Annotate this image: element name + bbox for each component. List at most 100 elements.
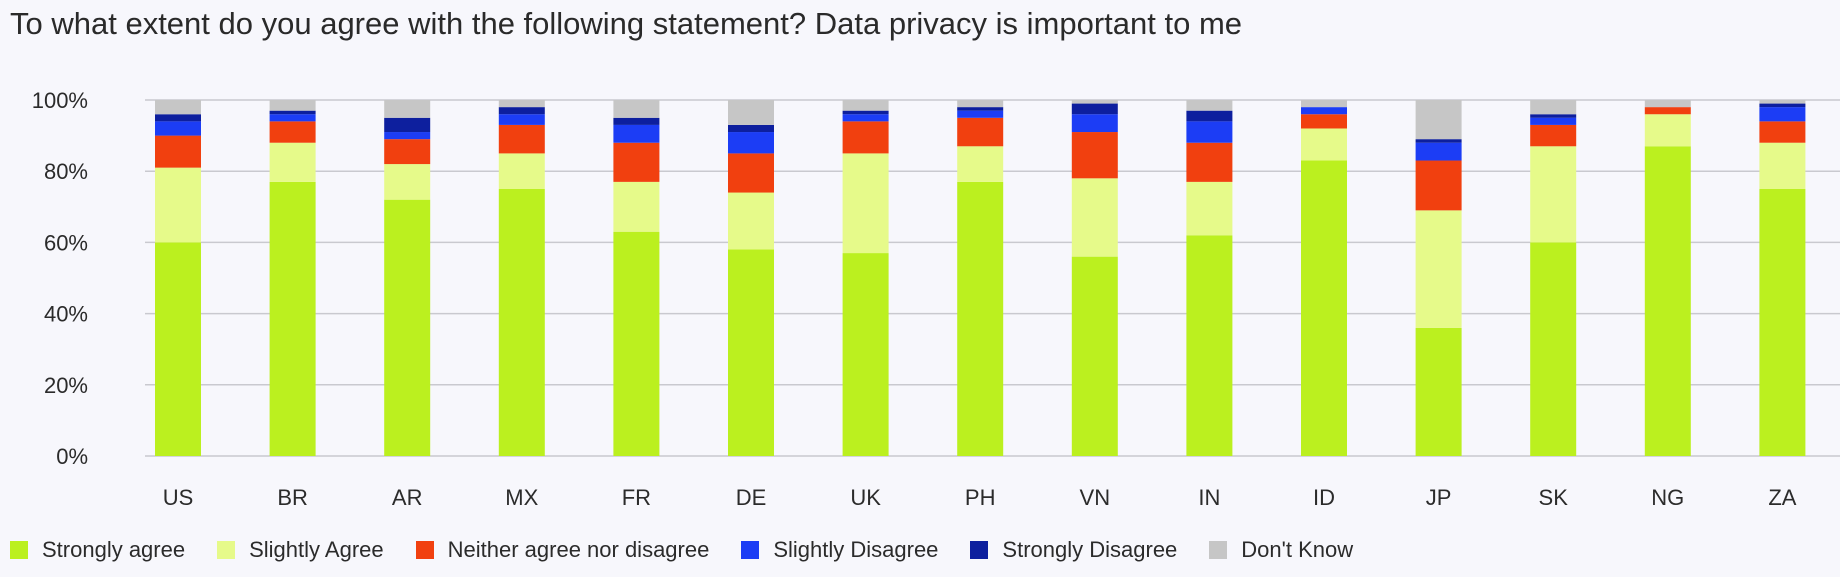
legend-swatch [415, 541, 434, 559]
bar-segment [1530, 100, 1577, 115]
x-tick-label: SK [1539, 485, 1569, 510]
bar-segment [728, 132, 774, 154]
legend-item: Don't Know [1209, 537, 1353, 563]
x-tick-label: IN [1198, 485, 1220, 510]
bar-segment [1071, 178, 1118, 257]
bar-segment [957, 181, 1004, 456]
bar-segment [155, 100, 201, 115]
y-tick-label: 80% [44, 159, 88, 184]
x-tick-label: DE [736, 485, 767, 510]
y-tick-label: 60% [44, 230, 88, 255]
bar-segment [498, 114, 545, 125]
x-tick-label: ZA [1768, 485, 1796, 510]
bar-segment [1530, 117, 1577, 125]
bar-segment [269, 100, 316, 111]
bar-segment [1186, 181, 1233, 236]
y-tick-label: 20% [44, 373, 88, 398]
bar-segment [384, 100, 431, 118]
legend-swatch [1209, 541, 1228, 559]
bar-segment [155, 121, 201, 136]
y-tick-label: 100% [32, 88, 88, 113]
legend-label: Don't Know [1241, 537, 1354, 562]
bar-segment [1530, 146, 1577, 243]
legend-label: Slightly Agree [249, 537, 384, 562]
bar-segment [1071, 114, 1118, 133]
bar-segment [842, 110, 889, 115]
bar-segment [269, 181, 316, 456]
bar-segment [1415, 139, 1462, 143]
bar-segment [728, 153, 774, 193]
bar-segment [1301, 107, 1347, 115]
bar-segment [1301, 114, 1347, 129]
bar-segment [842, 121, 889, 154]
legend-swatch [10, 541, 28, 559]
bar-segment [155, 167, 201, 243]
bar-segment [1415, 142, 1462, 161]
x-axis: US BR AR MX FR DE UK PH VN IN ID JP SK NG ZA [163, 485, 1797, 510]
stacked-bar-chart: 0% 20% 40% 60% 80% 100% US BR AR MX FR DE UK PH VN IN I… [32, 88, 1840, 510]
x-tick-label: JP [1426, 485, 1452, 510]
bar-segment [1415, 327, 1462, 456]
bar-segment [155, 242, 201, 456]
legend-label: Slightly Disagree [773, 537, 939, 562]
bar-segment [728, 249, 774, 456]
legend-swatch [217, 541, 236, 559]
bar-segment [1644, 114, 1691, 147]
legend-label: Neither agree nor disagree [447, 537, 710, 562]
bar-segment [957, 146, 1004, 182]
bar-segment [269, 121, 316, 143]
bar-segment [384, 139, 431, 165]
legend-item: Slightly Disagree [741, 537, 938, 563]
bar-segment [1644, 146, 1691, 456]
bar-segment [1301, 160, 1347, 456]
bar-segment [155, 114, 201, 122]
bar-segment [498, 153, 545, 189]
bar-segment [842, 253, 889, 456]
bar-segment [1759, 142, 1806, 189]
bar-segment [613, 124, 660, 143]
bar-segment [384, 117, 431, 133]
legend-swatch [741, 541, 760, 559]
x-tick-label: BR [277, 485, 308, 510]
bar-segment [613, 142, 660, 182]
bar-segment [1530, 124, 1577, 147]
bar-segment [1071, 103, 1118, 115]
legend-swatch [970, 541, 989, 559]
bar-segment [269, 142, 316, 182]
bar-segment [728, 124, 774, 133]
chart-title: To what extent do you agree with the fol… [10, 6, 1243, 41]
bar-segment [957, 110, 1004, 118]
y-axis: 0% 20% 40% 60% 80% 100% [32, 88, 88, 469]
x-tick-label: US [163, 485, 194, 510]
x-tick-label: AR [392, 485, 423, 510]
x-tick-label: UK [850, 485, 881, 510]
bar-segment [498, 189, 545, 456]
x-tick-label: VN [1080, 485, 1111, 510]
bar-segment [957, 117, 1004, 147]
bar-segment [1186, 235, 1233, 456]
bar-segment [498, 124, 545, 154]
bar-segment [1301, 100, 1347, 108]
legend-label: Strongly Disagree [1002, 537, 1178, 562]
bar-segment [1644, 107, 1691, 115]
bar-segment [1759, 100, 1806, 104]
bar-segment [155, 135, 201, 168]
x-tick-label: FR [622, 485, 651, 510]
bar-segment [269, 114, 316, 122]
bar-segment [613, 181, 660, 232]
bar-segment [613, 231, 660, 456]
bar-segment [1759, 189, 1806, 456]
bar-segment [842, 153, 889, 254]
bar-segment [1071, 132, 1118, 179]
legend-item: Strongly agree [10, 537, 185, 563]
bar-segment [1759, 121, 1806, 143]
x-tick-label: MX [505, 485, 538, 510]
bar-segment [1530, 242, 1577, 456]
bar-segment [1301, 128, 1347, 161]
bar-segment [1186, 121, 1233, 143]
bar-segment [842, 100, 889, 111]
bar-segment [498, 100, 545, 108]
bar-segment [1644, 100, 1691, 108]
legend-item: Slightly Agree [217, 537, 384, 563]
bar-segment [1071, 100, 1118, 104]
